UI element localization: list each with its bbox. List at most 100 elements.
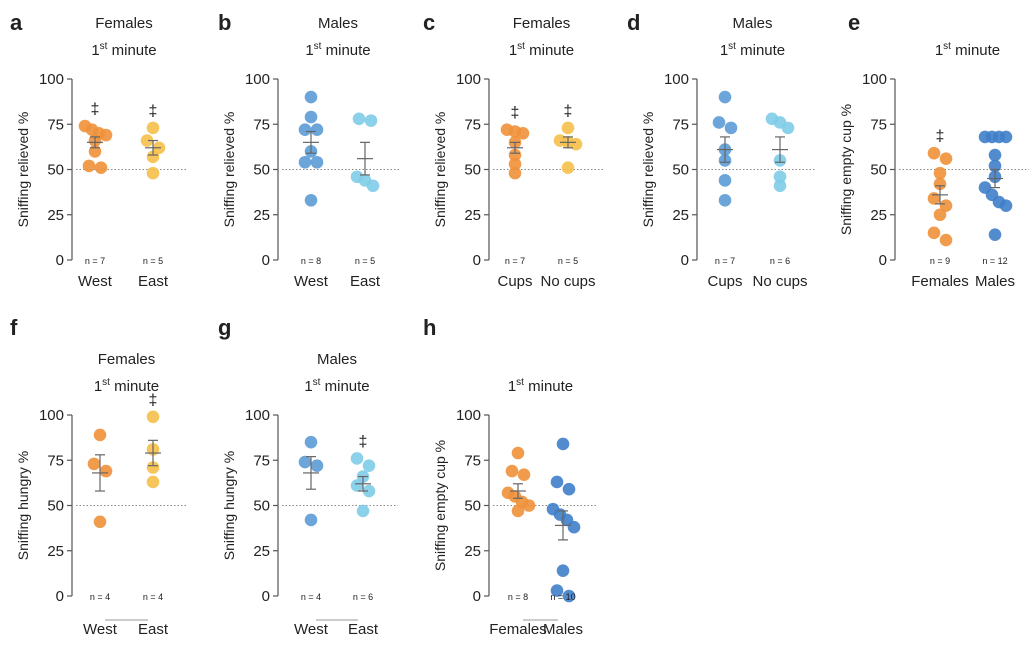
data-point: [569, 137, 583, 151]
y-axis-label: Sniffing relieved %: [15, 112, 31, 228]
n-label: n = 5: [558, 256, 578, 266]
y-tick-label: 50: [253, 498, 270, 515]
data-point: [562, 482, 576, 496]
y-axis-label: Sniffing empty cup %: [432, 440, 448, 571]
y-axis-label: Sniffing relieved %: [640, 112, 656, 228]
data-point: [146, 475, 160, 489]
n-label: n = 4: [143, 592, 163, 602]
panel-title: Females: [513, 15, 571, 32]
data-point: [988, 148, 1002, 162]
data-point: [350, 479, 364, 492]
panel-letter: c: [423, 10, 435, 35]
n-label: n = 6: [353, 592, 373, 602]
data-point: [939, 233, 953, 247]
data-point: [933, 166, 947, 180]
data-point: [939, 152, 953, 165]
category-label: No cups: [540, 273, 595, 290]
y-tick-label: 100: [245, 71, 270, 88]
data-point: [508, 148, 522, 162]
data-point: [999, 130, 1013, 144]
data-point: [561, 161, 575, 174]
y-tick-label: 100: [245, 407, 270, 424]
y-tick-label: 75: [47, 452, 64, 469]
n-label: n = 8: [301, 256, 321, 266]
category-label: Cups: [707, 273, 742, 290]
panel-subtitle: 1st minute: [91, 41, 156, 59]
data-point: [366, 179, 380, 193]
significance-marker: ‡: [511, 105, 520, 122]
y-tick-label: 0: [681, 252, 689, 269]
category-label: Males: [543, 621, 583, 638]
panel-subtitle: 1st minute: [509, 41, 574, 59]
y-tick-label: 75: [464, 116, 481, 133]
data-point: [304, 193, 318, 207]
panel-subtitle: 1st minute: [720, 41, 785, 59]
panel-subtitle: 1st minute: [508, 377, 573, 395]
y-axis-label: Sniffing relieved %: [432, 112, 448, 228]
data-point: [364, 114, 378, 127]
data-point: [362, 459, 376, 472]
data-point: [508, 157, 522, 171]
y-tick-label: 50: [464, 162, 481, 179]
data-point: [567, 520, 581, 534]
panel-letter: f: [10, 315, 18, 340]
category-label: East: [138, 273, 169, 290]
y-tick-label: 25: [870, 207, 887, 224]
y-tick-label: 75: [253, 452, 270, 469]
category-label: West: [78, 273, 113, 290]
panel-letter: e: [848, 10, 860, 35]
n-label: n = 5: [355, 256, 375, 266]
data-point: [556, 437, 570, 451]
data-point: [304, 513, 318, 527]
panel-subtitle: 1st minute: [304, 377, 369, 395]
y-tick-label: 0: [56, 252, 64, 269]
significance-marker: ‡: [91, 101, 100, 118]
data-point: [781, 121, 795, 135]
y-tick-label: 100: [862, 71, 887, 88]
n-label: n = 12: [982, 256, 1007, 266]
data-point: [352, 112, 366, 126]
y-tick-label: 0: [262, 252, 270, 269]
significance-marker: ‡: [359, 433, 368, 450]
data-point: [304, 435, 318, 449]
category-label: Cups: [497, 273, 532, 290]
data-point: [561, 121, 575, 135]
n-label: n = 7: [715, 256, 735, 266]
y-tick-label: 25: [253, 543, 270, 560]
data-point: [140, 134, 154, 147]
y-tick-label: 50: [870, 162, 887, 179]
significance-marker: ‡: [149, 103, 158, 120]
panel-title: Females: [95, 15, 153, 32]
data-point: [724, 121, 738, 135]
data-point: [93, 515, 107, 529]
data-point: [508, 166, 522, 180]
data-point: [298, 455, 312, 469]
significance-marker: ‡: [936, 128, 945, 145]
y-tick-label: 100: [456, 407, 481, 424]
y-tick-label: 75: [47, 116, 64, 133]
n-label: n = 7: [505, 256, 525, 266]
data-point: [773, 179, 787, 193]
data-point: [927, 146, 941, 160]
n-label: n = 8: [508, 592, 528, 602]
category-label: West: [83, 621, 118, 638]
category-label: West: [294, 273, 329, 290]
y-axis-label: Sniffing empty cup %: [838, 104, 854, 235]
y-tick-label: 25: [672, 207, 689, 224]
panel-title: Males: [732, 15, 772, 32]
data-point: [99, 464, 113, 478]
y-tick-label: 50: [672, 162, 689, 179]
data-point: [773, 170, 787, 184]
y-tick-label: 0: [473, 588, 481, 605]
y-tick-label: 25: [47, 207, 64, 224]
y-tick-label: 25: [464, 207, 481, 224]
category-label: Females: [911, 273, 969, 290]
y-tick-label: 50: [47, 498, 64, 515]
category-label: East: [138, 621, 169, 638]
data-point: [556, 564, 570, 577]
y-tick-label: 0: [56, 588, 64, 605]
data-point: [988, 228, 1002, 241]
n-label: n = 4: [90, 592, 110, 602]
data-point: [550, 475, 564, 489]
panel-title: Males: [317, 351, 357, 368]
